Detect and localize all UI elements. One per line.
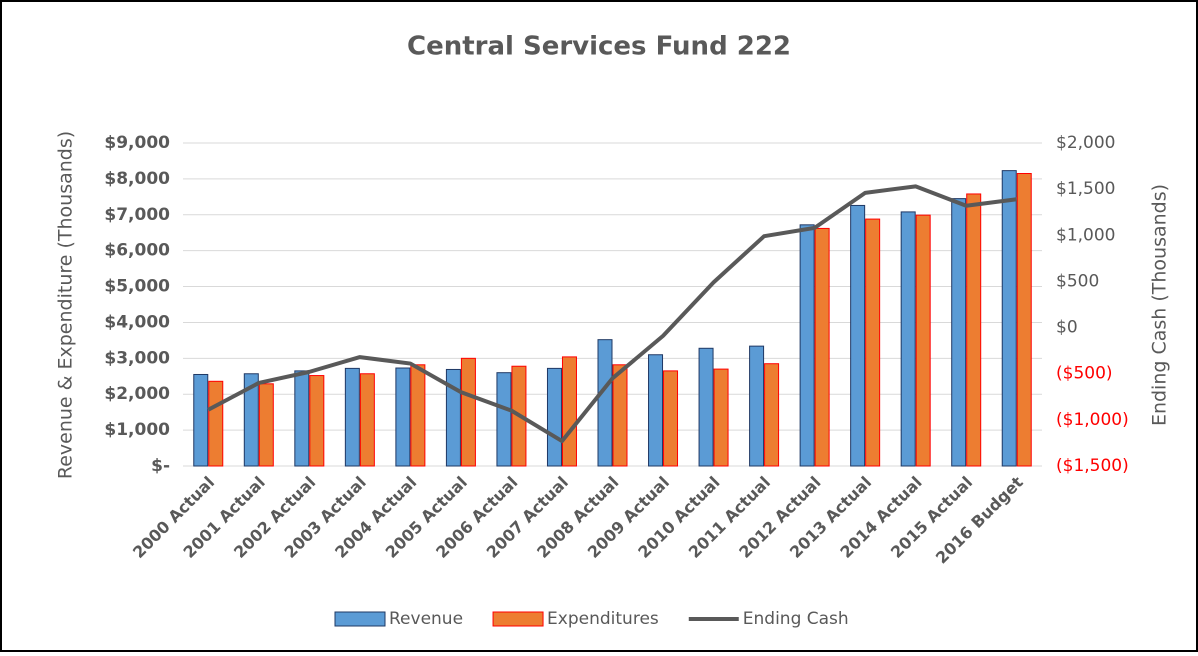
legend-label: Ending Cash <box>743 609 849 629</box>
bar <box>663 370 679 467</box>
y-tick-label: $1,000 <box>104 420 170 440</box>
bar <box>445 368 461 467</box>
bar <box>359 373 375 467</box>
y2-tick-label: ($1,000) <box>1056 410 1129 430</box>
bar <box>1016 173 1032 467</box>
bar <box>208 380 224 467</box>
bar <box>344 367 360 467</box>
bar <box>460 357 476 467</box>
y-tick-label: $5,000 <box>104 277 170 297</box>
y2-tick-label: $1,000 <box>1056 225 1115 245</box>
bar <box>814 227 830 467</box>
y-tick-label: $8,000 <box>104 169 170 189</box>
bar <box>496 372 512 467</box>
bar <box>309 375 325 467</box>
y2-tick-label: ($1,500) <box>1056 456 1129 476</box>
bar <box>597 339 613 467</box>
y-tick-label: $4,000 <box>104 312 170 332</box>
bar <box>243 373 259 467</box>
y-tick-label: $9,000 <box>104 133 170 153</box>
bar <box>258 383 274 467</box>
line <box>207 184 1017 444</box>
y2-tick-label: $2,000 <box>1056 133 1115 153</box>
bar <box>951 198 967 467</box>
bar <box>915 214 931 467</box>
legend-label: Revenue <box>389 609 463 629</box>
bar <box>900 211 916 467</box>
bar <box>648 354 664 467</box>
y-tick-label: $3,000 <box>104 348 170 368</box>
y-axis-title: Revenue & Expenditure (Thousands) <box>55 131 77 479</box>
y2-tick-label: $1,500 <box>1056 179 1115 199</box>
bar <box>193 373 209 467</box>
legend-swatch <box>334 611 386 627</box>
y2-axis-title: Ending Cash (Thousands) <box>1149 184 1171 426</box>
y-tick-label: $7,000 <box>104 205 170 225</box>
legend-label: Expenditures <box>547 609 659 629</box>
y2-tick-label: ($500) <box>1056 364 1113 384</box>
bar <box>1001 170 1017 467</box>
bar <box>612 364 628 467</box>
chart-title: Central Services Fund 222 <box>407 32 791 62</box>
bar <box>410 364 426 467</box>
bar <box>865 218 881 467</box>
bar <box>850 204 866 467</box>
bar <box>799 224 815 467</box>
bar <box>395 367 411 467</box>
y2-tick-label: $500 <box>1056 271 1099 291</box>
bar <box>764 363 780 467</box>
bar <box>749 345 765 467</box>
bar <box>713 368 729 467</box>
y2-tick-label: $0 <box>1056 318 1078 338</box>
legend-swatch <box>492 611 544 627</box>
y-tick-label: $2,000 <box>104 384 170 404</box>
bar <box>698 347 714 467</box>
bar <box>546 367 562 467</box>
y-tick-label: $6,000 <box>104 241 170 261</box>
y-tick-label: $- <box>151 456 170 476</box>
bar <box>561 356 577 467</box>
bar <box>294 370 310 467</box>
bar <box>966 193 982 467</box>
